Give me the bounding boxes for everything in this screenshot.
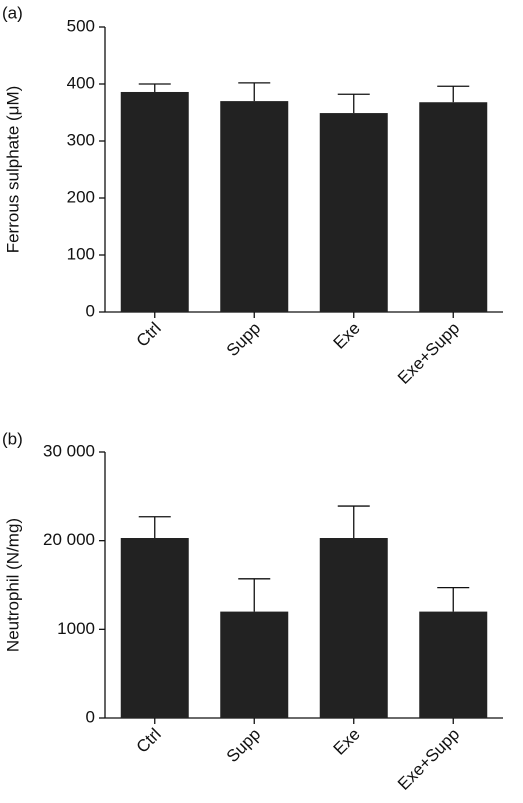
bar — [220, 611, 289, 718]
panel-label: (b) — [2, 429, 23, 448]
y-tick-label: 0 — [86, 707, 95, 726]
panel-label: (a) — [2, 3, 23, 22]
x-tick-label: Supp — [223, 319, 265, 361]
x-tick-label: Exe+Supp — [394, 319, 463, 388]
y-tick-label: 30 000 — [43, 441, 95, 460]
y-tick-label: 200 — [67, 187, 95, 206]
y-tick-label: 500 — [67, 16, 95, 35]
x-tick-label: Ctrl — [133, 319, 165, 351]
x-tick-label: Ctrl — [133, 725, 165, 757]
x-tick-label: Exe — [330, 319, 364, 353]
y-tick-label: 400 — [67, 73, 95, 92]
y-tick-label: 0 — [86, 301, 95, 320]
x-tick-label: Exe — [330, 725, 364, 759]
bar — [419, 611, 488, 718]
y-axis-label: Neutrophil (N/mg) — [3, 518, 22, 652]
y-tick-label: 20 000 — [43, 530, 95, 549]
x-tick-label: Supp — [223, 725, 265, 767]
y-tick-label: 1000 — [57, 619, 95, 638]
bar — [319, 113, 388, 312]
y-axis-label: Ferrous sulphate (μM) — [3, 86, 22, 254]
x-tick-label: Exe+Supp — [394, 725, 463, 794]
bar — [419, 102, 488, 313]
y-tick-label: 100 — [67, 244, 95, 263]
y-tick-label: 300 — [67, 130, 95, 149]
bar — [120, 91, 189, 312]
bar — [319, 538, 388, 718]
bar — [220, 101, 289, 312]
bar — [120, 538, 189, 718]
